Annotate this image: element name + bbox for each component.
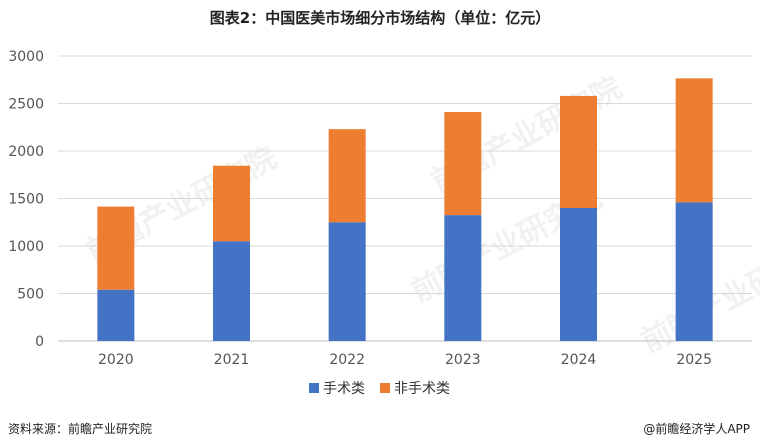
y-tick-label: 1500 [8,192,44,208]
x-tick-label: 2025 [676,352,712,368]
x-axis-tick-labels: 2020 2021 2022 2023 2024 2025 [98,352,712,368]
y-tick-label: 500 [17,287,44,303]
bar-surgical-2020 [97,289,135,341]
bar-surgical-2023 [444,215,482,341]
chart-title: 图表2：中国医美市场细分市场结构（单位：亿元） [209,9,551,27]
source-note: 资料来源：前瞻产业研究院 [8,422,153,436]
legend: 手术类 非手术类 [309,381,450,397]
bar-surgical-2024 [560,208,597,341]
legend-label: 非手术类 [394,381,450,397]
gridlines [58,55,752,342]
x-tick-label: 2024 [561,352,597,368]
y-tick-label: 2000 [8,144,44,160]
y-tick-label: 2500 [8,97,44,113]
bar-non-surgical-2020 [97,206,135,290]
y-tick-label: 1000 [8,239,44,255]
y-tick-label: 3000 [8,49,44,65]
bar-surgical-2025 [675,202,713,341]
legend-swatch [380,383,390,393]
bar-non-surgical-2024 [560,95,597,208]
brand-credit: @前瞻经济学人APP [643,422,750,436]
bar-non-surgical-2021 [213,165,250,242]
legend-label: 手术类 [323,381,365,397]
legend-swatch [309,383,319,393]
bar-surgical-2022 [328,222,366,341]
bar-non-surgical-2023 [444,112,482,216]
x-tick-label: 2022 [329,352,365,368]
bars [97,78,713,341]
bar-non-surgical-2025 [675,78,713,203]
y-axis-tick-labels: 0 500 1000 1500 2000 2500 3000 [8,49,44,350]
y-tick-label: 0 [35,334,44,350]
bar-surgical-2021 [213,241,250,341]
x-tick-label: 2020 [98,352,134,368]
bar-non-surgical-2022 [328,129,366,223]
x-tick-label: 2023 [445,352,481,368]
x-tick-label: 2021 [214,352,250,368]
